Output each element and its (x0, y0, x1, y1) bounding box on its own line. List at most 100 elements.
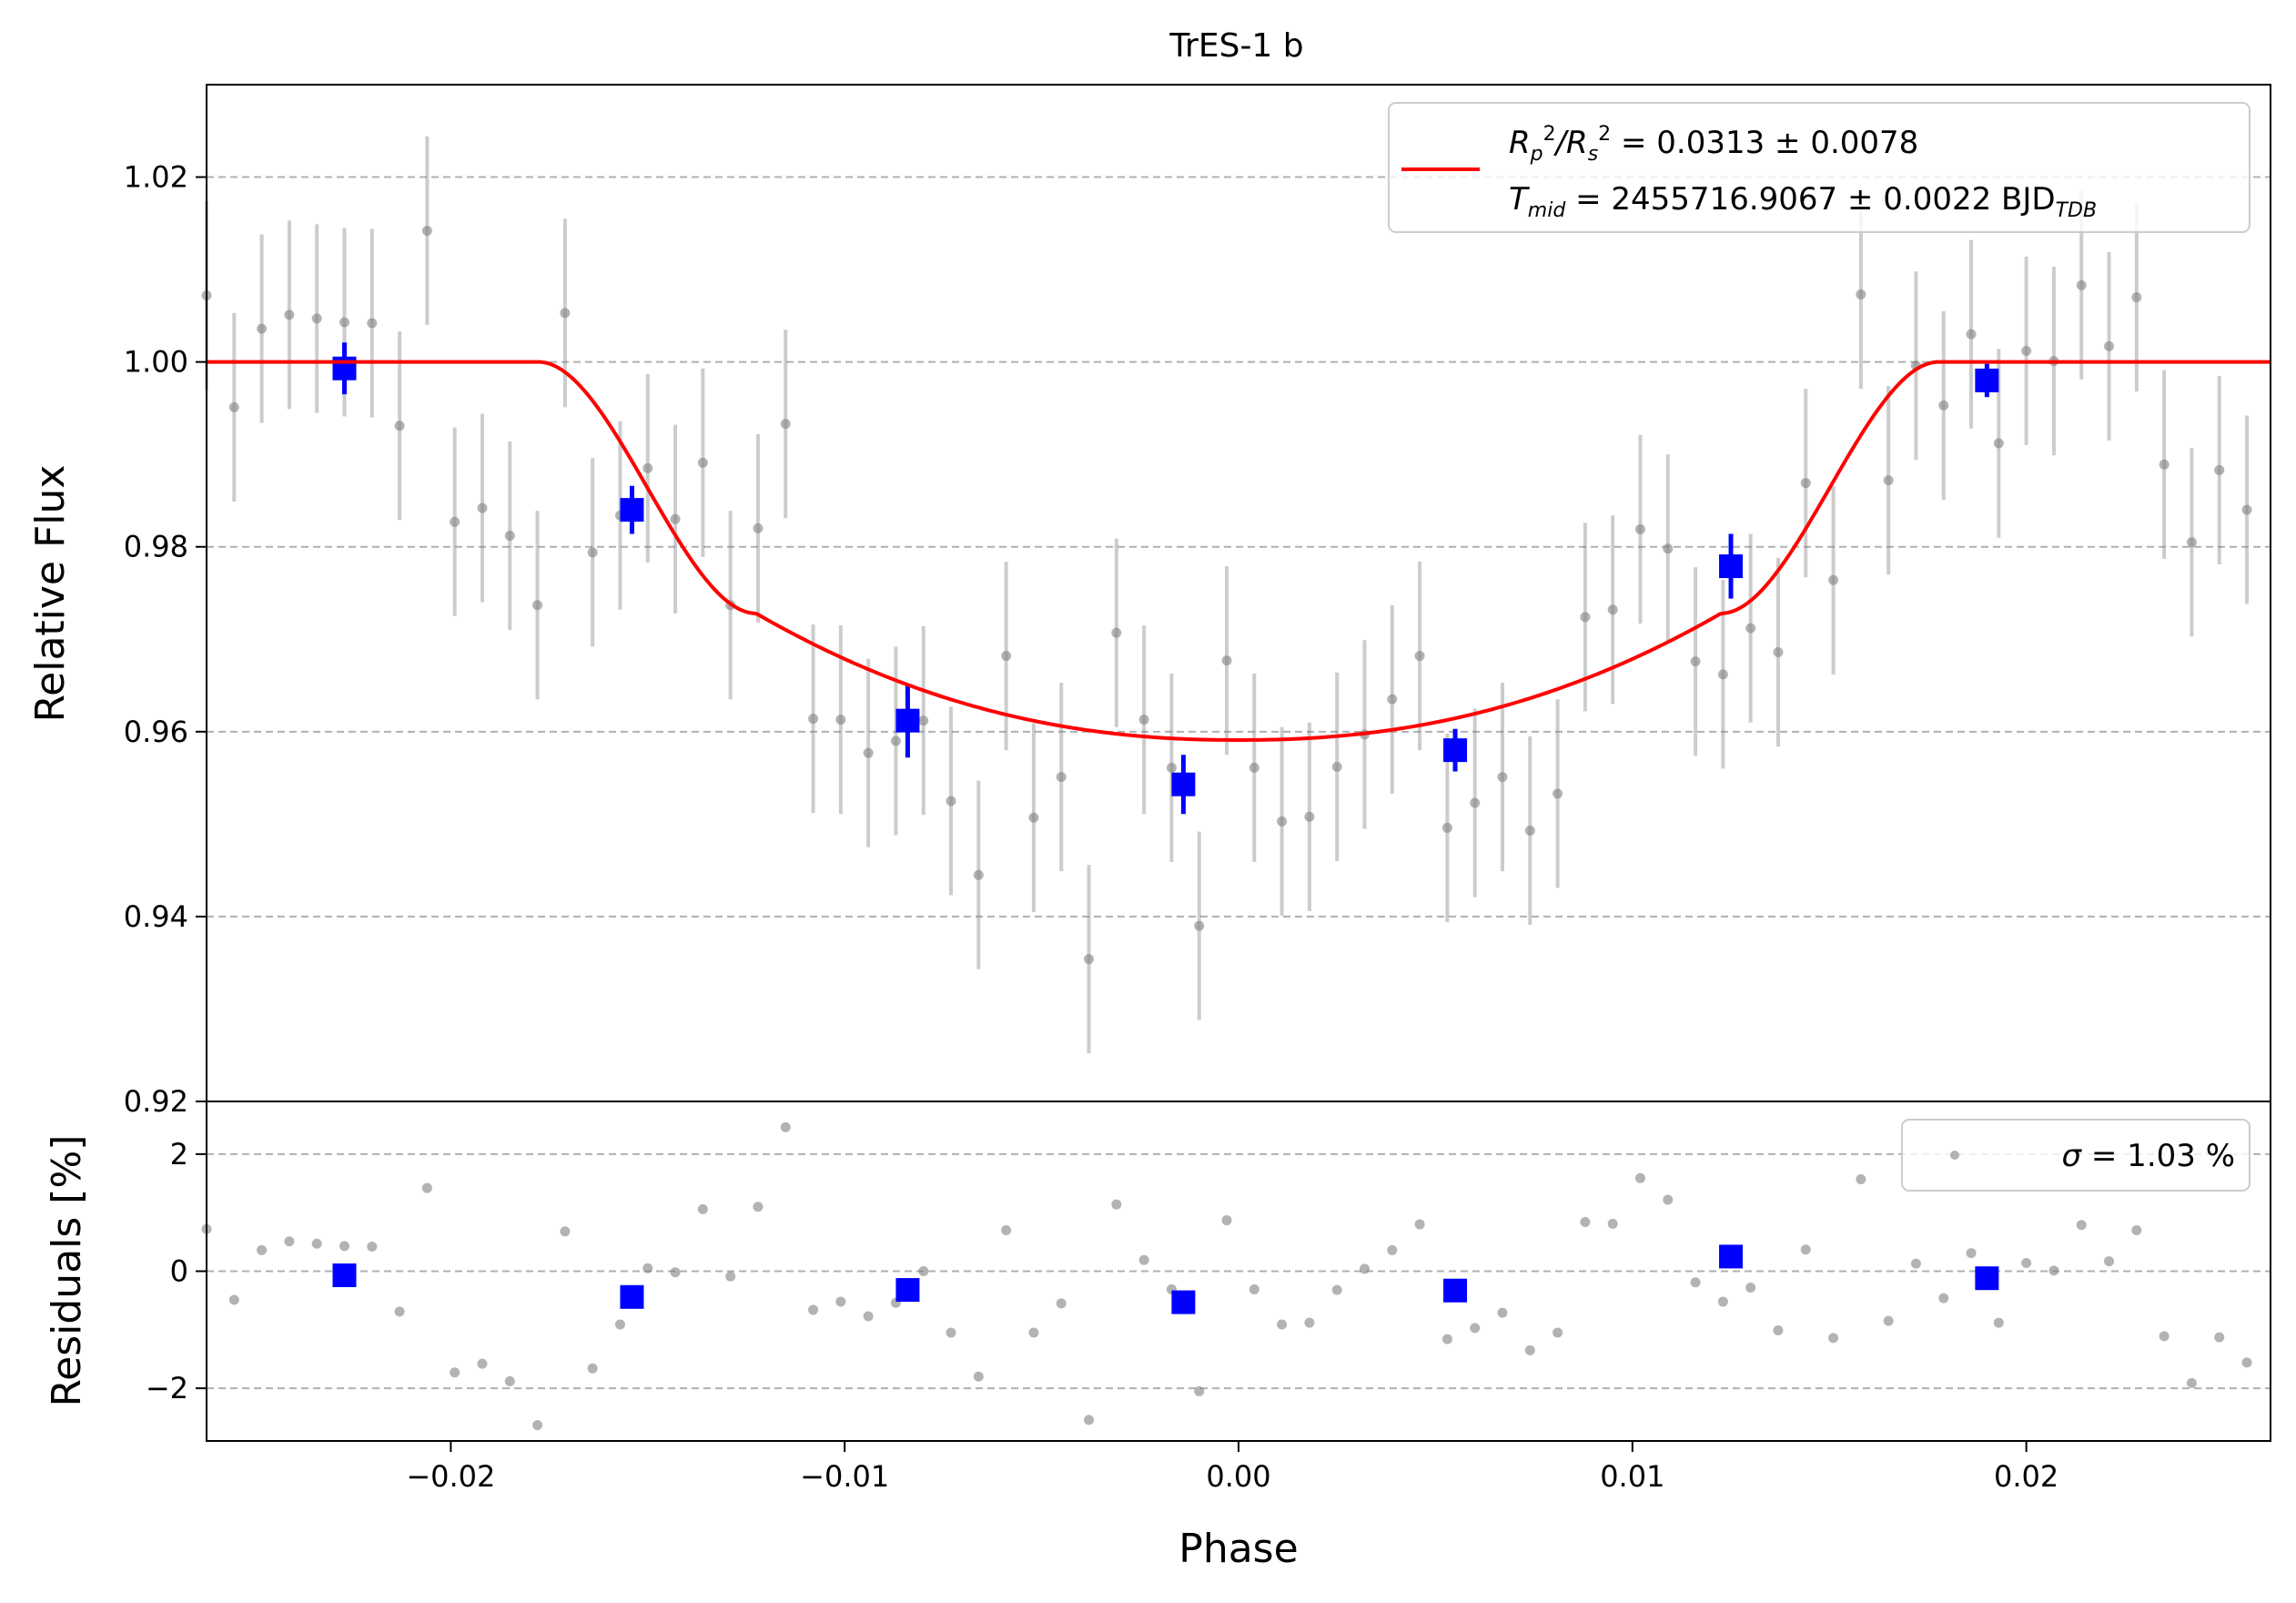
binned-residual-point (1975, 1266, 1999, 1291)
flux-legend[interactable]: Rp2/Rs2 = 0.0313 ± 0.0078 Tmid = 2455716… (1388, 102, 2250, 233)
flux-point (1800, 478, 1811, 489)
residual-point (560, 1226, 571, 1237)
residual-point (2021, 1257, 2032, 1268)
flux-point (1856, 289, 1866, 300)
residual-point (2186, 1377, 2197, 1388)
residual-point (2104, 1256, 2115, 1267)
residual-point (1690, 1277, 1701, 1288)
flux-point (1166, 762, 1177, 773)
legend-residual-swatch (1950, 1151, 1959, 1160)
residual-point (1938, 1293, 1949, 1304)
residual-point (311, 1238, 322, 1249)
residual-point (1331, 1284, 1342, 1295)
binned-point (1171, 772, 1196, 796)
flux-point (1001, 651, 1012, 662)
residual-point (2214, 1332, 2225, 1343)
flux-point (228, 401, 239, 412)
flux-point (2214, 464, 2225, 475)
binned-point (1719, 554, 1744, 579)
flux-y-tick-label: 0.98 (124, 530, 188, 564)
residual-point (1138, 1254, 1149, 1265)
flux-panel: 0.92 0.94 0.96 0.98 1.00 1.02 Relative Flux R… (27, 84, 2271, 1119)
residual-point (1194, 1385, 1205, 1396)
x-tick-label: 0.02 (1994, 1459, 2058, 1494)
residual-point (2159, 1331, 2170, 1342)
residuals-legend[interactable]: σ = 1.03 % (1901, 1119, 2250, 1192)
residual-point (257, 1244, 268, 1255)
flux-point (1966, 329, 1977, 340)
residual-point (1277, 1319, 1288, 1330)
residual-point (1856, 1174, 1866, 1185)
legend-radius-ratio: Rp2/Rs2 = 0.0313 ± 0.0078 (1509, 123, 1918, 166)
flux-point (753, 522, 764, 533)
residual-point (753, 1202, 764, 1212)
flux-y-tick-label: 1.00 (124, 345, 188, 380)
residual-point (532, 1420, 543, 1431)
residual-point (1304, 1317, 1315, 1328)
flux-point (2021, 345, 2032, 356)
residual-point (1663, 1194, 1674, 1205)
legend-mid-time: Tmid = 2455716.9067 ± 0.0022 BJDTDB (1509, 181, 2097, 222)
residuals-data-points (201, 1121, 2252, 1431)
flux-point (394, 421, 405, 431)
flux-point (1441, 822, 1452, 833)
flux-point (2159, 459, 2170, 470)
residual-point (450, 1367, 460, 1378)
flux-point (1883, 475, 1894, 486)
flux-point (1580, 612, 1591, 623)
binned-point (620, 498, 644, 522)
x-tick-label: 0.00 (1206, 1459, 1270, 1494)
residual-point (228, 1294, 239, 1305)
flux-point (504, 531, 515, 542)
flux-point (918, 715, 929, 726)
binned-residual-point (1443, 1278, 1468, 1303)
flux-point (421, 225, 432, 236)
flux-point (780, 419, 791, 430)
residual-point (1745, 1283, 1756, 1294)
flux-y-tick-label: 0.96 (124, 715, 188, 749)
residual-point (642, 1263, 653, 1273)
residual-point (697, 1203, 708, 1214)
flux-point (1304, 811, 1315, 822)
flux-point (1553, 788, 1563, 799)
residual-point (1221, 1215, 1232, 1226)
residual-point (670, 1267, 681, 1278)
flux-point (2076, 279, 2087, 290)
binned-residual-point (620, 1284, 644, 1309)
residuals-binned-points (332, 1244, 1999, 1314)
x-tick-label: −0.02 (406, 1459, 495, 1494)
residual-point (1910, 1258, 1921, 1269)
flux-point (890, 736, 901, 746)
residual-point (1828, 1333, 1839, 1344)
flux-point (1414, 651, 1425, 662)
residual-point (1800, 1244, 1811, 1255)
residual-point (1111, 1199, 1122, 1210)
residual-point (339, 1241, 349, 1252)
flux-point (284, 309, 295, 320)
residual-point (1028, 1327, 1039, 1338)
residual-point (1387, 1244, 1398, 1255)
flux-point (1028, 812, 1039, 823)
residuals-y-tick-label: 0 (170, 1254, 188, 1289)
flux-point (311, 313, 322, 324)
residual-point (1993, 1317, 2004, 1328)
flux-point (670, 513, 681, 524)
residual-point (1360, 1263, 1371, 1274)
flux-point (2241, 504, 2252, 515)
residual-point (1634, 1172, 1645, 1183)
flux-point (367, 318, 378, 329)
flux-point (1221, 655, 1232, 666)
flux-point (973, 869, 984, 880)
flux-y-tick-label: 0.94 (124, 899, 188, 934)
flux-point (1993, 438, 2004, 449)
flux-legend-box (1388, 102, 2250, 233)
residual-point (1883, 1315, 1894, 1326)
residual-point (1249, 1283, 1259, 1294)
residuals-y-tick-label: −2 (146, 1371, 188, 1405)
residual-point (1553, 1327, 1563, 1338)
flux-point (1717, 669, 1728, 680)
residuals-legend-box (1901, 1119, 2250, 1192)
flux-gridlines (207, 176, 2271, 918)
flux-point (1634, 523, 1645, 534)
